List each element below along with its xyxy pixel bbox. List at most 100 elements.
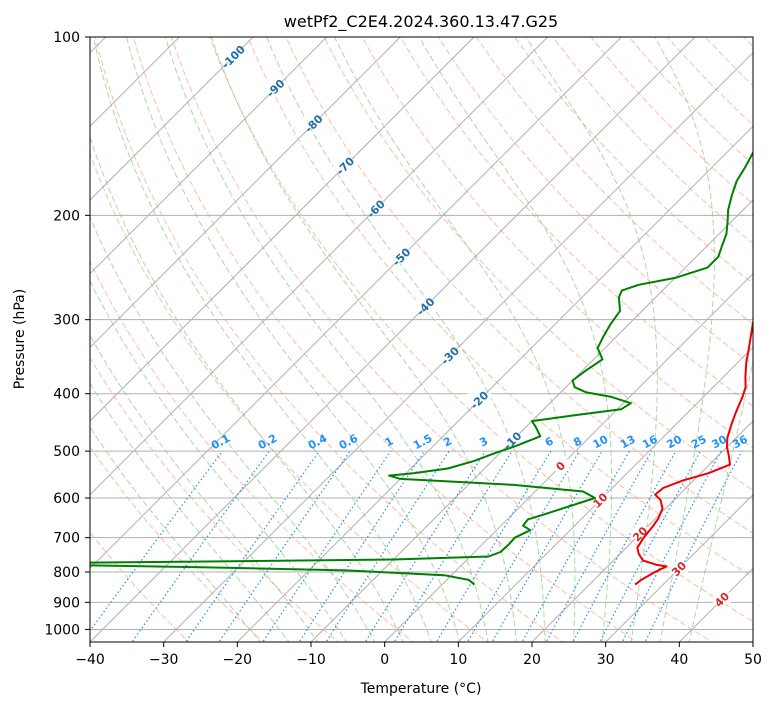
moist-adiabat — [164, 37, 489, 642]
isotherm-label-bg — [712, 592, 731, 605]
isotherm-label-bg — [389, 249, 414, 262]
mixing-ratio-line — [90, 450, 223, 632]
isotherm-label-bg — [333, 158, 358, 171]
chart-title: wetPf2_C2E4.2024.360.13.47.G25 — [284, 12, 558, 32]
mixing-ratio-label: 8 — [571, 434, 584, 449]
isotherm-label-bg — [413, 299, 438, 312]
isotherm-line — [531, 420, 753, 642]
isotherm-label-bg — [263, 81, 288, 94]
mixing-ratio-line — [298, 450, 425, 642]
dry-adiabat — [743, 37, 753, 48]
moist-adiabat — [90, 279, 347, 642]
isotherm-label-bg — [551, 459, 570, 472]
sounding-profiles — [90, 149, 753, 586]
isotherm-label-bg — [301, 116, 326, 129]
isotherm-label-bg — [438, 348, 463, 361]
y-axis-label: Pressure (hPa) — [12, 289, 28, 389]
y-tick-label: 600 — [53, 491, 80, 507]
isotherm-line — [236, 125, 753, 642]
isotherm-line — [163, 51, 753, 642]
mixing-ratio-line — [262, 450, 392, 642]
mixing-ratio-label: 0.4 — [306, 432, 330, 453]
mixing-ratio-label: 20 — [664, 433, 684, 452]
isotherm-line — [90, 37, 622, 570]
isotherm-line — [90, 37, 475, 422]
y-tick-label: 500 — [53, 444, 80, 460]
dry-adiabat — [209, 37, 753, 623]
x-tick-label: −30 — [149, 652, 179, 668]
x-tick-label: 30 — [597, 652, 615, 668]
isotherm-label: -70 — [334, 154, 357, 177]
dry-adiabat — [323, 37, 753, 491]
mixing-ratio-label: 25 — [689, 433, 709, 452]
mixing-ratio-label: 1.5 — [411, 432, 434, 453]
plot-frame — [89, 36, 754, 643]
dry-adiabat — [514, 37, 753, 285]
dry-adiabat — [666, 37, 753, 126]
isotherm-label-bg — [669, 561, 688, 574]
dry-adiabat — [90, 446, 265, 642]
dry-adiabat — [437, 37, 753, 366]
y-tick-label: 700 — [53, 531, 80, 547]
dry-adiabat — [171, 37, 713, 642]
isotherm-label-bg — [591, 493, 610, 506]
isotherm-label-bg — [500, 433, 525, 446]
mixing-ratio-label: 0.1 — [209, 432, 232, 453]
moist-adiabat — [90, 135, 404, 642]
dry-adiabat — [90, 152, 489, 642]
mixing-ratio-label: 13 — [618, 433, 638, 452]
isotherm-label-bg — [363, 201, 388, 214]
temperature-profile — [634, 319, 753, 586]
mixing-ratio-line — [185, 450, 320, 642]
x-tick-label: 10 — [449, 652, 467, 668]
isotherm-line — [384, 272, 753, 642]
moist-adiabat — [90, 382, 290, 642]
mixing-ratio-line — [599, 450, 702, 642]
moist-adiabat — [418, 37, 613, 642]
moist-adiabat — [90, 426, 261, 642]
dry-adiabat — [90, 531, 190, 642]
x-tick-label: 0 — [380, 652, 389, 668]
isotherm-label-bg — [467, 393, 492, 406]
isotherm-line — [90, 37, 696, 642]
mixing-ratio-label: 1 — [383, 434, 396, 449]
mixing-ratio-line — [466, 450, 580, 642]
dry-adiabat — [590, 37, 753, 205]
isotherm-label-bg — [221, 49, 246, 62]
mixing-ratio-line — [325, 450, 450, 642]
x-tick-label: 20 — [523, 652, 541, 668]
dewpoint-profile — [90, 149, 753, 586]
mixing-ratio-line — [218, 450, 351, 642]
isotherm-line — [605, 493, 753, 642]
mixing-ratio-label: 30 — [710, 433, 730, 452]
mixing-ratio-line — [364, 450, 486, 642]
x-axis-label: Temperature (°C) — [360, 681, 482, 697]
mixing-ratio-label: 36 — [730, 433, 750, 452]
y-tick-label: 1000 — [44, 622, 80, 638]
mixing-ratio-label: 2 — [441, 434, 454, 449]
background-lines — [90, 37, 753, 642]
x-tick-label: 40 — [670, 652, 688, 668]
mixing-ratio-label: 6 — [543, 434, 556, 449]
moist-adiabat — [92, 37, 432, 642]
moist-adiabat — [90, 334, 319, 642]
isotherm-line — [90, 37, 254, 201]
y-tick-label: 200 — [53, 208, 80, 224]
mixing-ratio-label: 3 — [477, 434, 490, 449]
axis-ticks: −40 −30 −20 −10 0 10 20 30 40 50 1000 900 800 700 600 5… — [44, 30, 762, 668]
moist-adiabat — [266, 37, 546, 642]
isotherm-line — [90, 37, 328, 275]
mixing-ratio-line — [572, 450, 677, 642]
y-tick-label: 300 — [53, 313, 80, 329]
isotherm-line — [90, 37, 401, 349]
isotherm-line — [310, 199, 753, 642]
mixing-ratio-label: 10 — [591, 433, 611, 452]
y-tick-label: 400 — [53, 387, 80, 403]
y-tick-label: 800 — [53, 565, 80, 581]
x-tick-label: −40 — [75, 652, 105, 668]
dry-adiabat — [476, 37, 753, 325]
isotherm-line — [752, 641, 753, 642]
isotherm-line — [457, 346, 753, 642]
dry-adiabat — [132, 37, 638, 642]
